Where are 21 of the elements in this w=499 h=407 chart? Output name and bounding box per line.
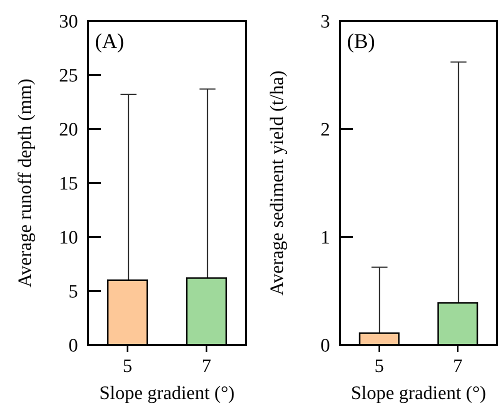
annotation: (B) [347,29,375,53]
y-tick-label: 20 [59,120,78,141]
annotation: (A) [95,29,124,53]
y-tick-label: 5 [68,282,78,303]
y-tick-label: 25 [59,66,78,87]
y-tick-label: 3 [320,12,330,33]
y-tick-label: 10 [59,228,78,249]
y-tick-label: 30 [59,12,78,33]
y-tick-label: 1 [320,228,330,249]
y-tick-label: 0 [320,336,330,357]
y-tick-label: 15 [59,174,78,195]
x-tick-label: 5 [374,356,384,377]
x-axis-title: Slope gradient (°) [99,383,235,404]
x-axis-title: Slope gradient (°) [350,383,486,404]
y-tick-label: 2 [320,120,330,141]
y-tick-label: 0 [68,336,78,357]
x-tick-label: 5 [122,356,132,377]
y-axis-title: Average sediment yield (t/ha) [267,70,288,296]
x-tick-label: 7 [453,356,462,377]
x-tick-label: 7 [202,356,212,377]
y-axis-title: Average runoff depth (mm) [15,78,36,288]
